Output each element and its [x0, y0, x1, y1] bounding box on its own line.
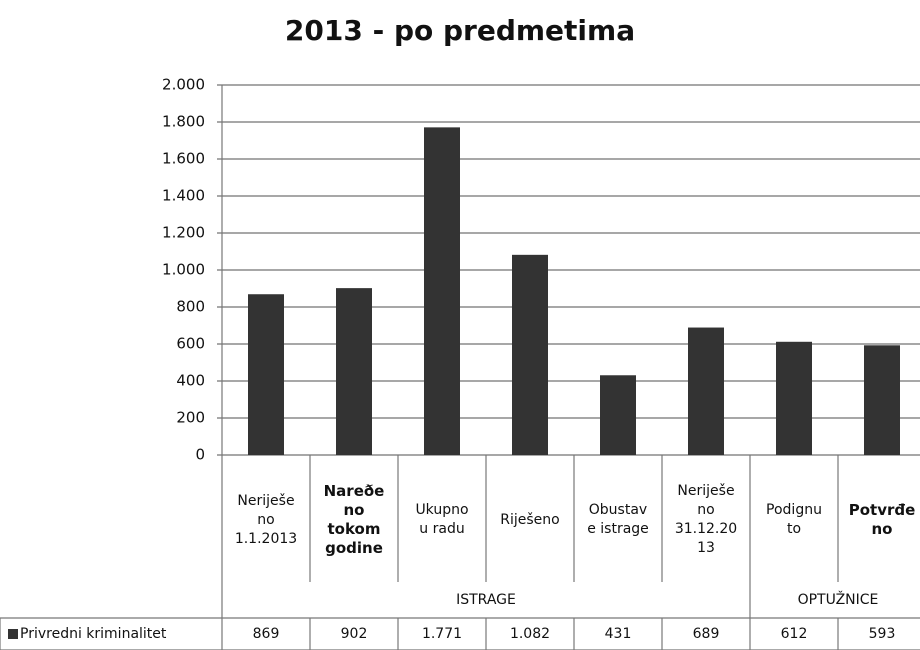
y-tick-label: 600 — [176, 335, 205, 353]
legend-swatch — [8, 629, 18, 639]
y-tick-label: 200 — [176, 409, 205, 427]
bar — [688, 327, 724, 455]
y-tick-label: 800 — [176, 298, 205, 316]
bar — [512, 254, 548, 455]
x-tick-label: Neriješe no 31.12.20 13 — [674, 483, 738, 556]
value-label: 1.771 — [421, 625, 463, 642]
value-label: 689 — [692, 625, 720, 642]
group-label: ISTRAGE — [456, 591, 516, 608]
legend-label: Privredni kriminalitet — [20, 625, 167, 642]
x-tick-label: Neriješe no 1.1.2013 — [234, 492, 298, 547]
x-tick-label: Ukupno u radu — [415, 502, 469, 537]
bar — [600, 375, 636, 455]
bar — [864, 345, 900, 455]
group-label: OPTUŽNICE — [797, 591, 879, 608]
y-tick-label: 1.800 — [162, 113, 205, 131]
y-tick-label: 400 — [176, 372, 205, 390]
value-label: 431 — [604, 625, 632, 642]
chart-title: 2013 - po predmetima — [285, 14, 635, 47]
value-label: 869 — [252, 625, 280, 642]
x-tick-label: Potvrđe no — [848, 501, 916, 538]
bar — [336, 288, 372, 455]
bar — [424, 127, 460, 456]
y-tick-label: 0 — [195, 446, 205, 464]
value-label: 593 — [868, 625, 896, 642]
value-label: 1.082 — [509, 625, 551, 642]
value-label: 612 — [780, 625, 808, 642]
x-tick-label: Riješeno — [500, 511, 560, 528]
x-tick-label: Nareðe no tokom godine — [323, 482, 385, 557]
bar — [776, 341, 812, 455]
y-tick-label: 1.200 — [162, 224, 205, 242]
y-tick-label: 1.400 — [162, 187, 205, 205]
y-tick-label: 2.000 — [162, 76, 205, 94]
x-tick-label: Obustav e istrage — [587, 502, 649, 537]
value-label: 902 — [340, 625, 368, 642]
y-tick-label: 1.000 — [162, 261, 205, 279]
bar — [248, 294, 284, 455]
x-tick-label: Podignu to — [766, 502, 822, 537]
y-tick-label: 1.600 — [162, 150, 205, 168]
